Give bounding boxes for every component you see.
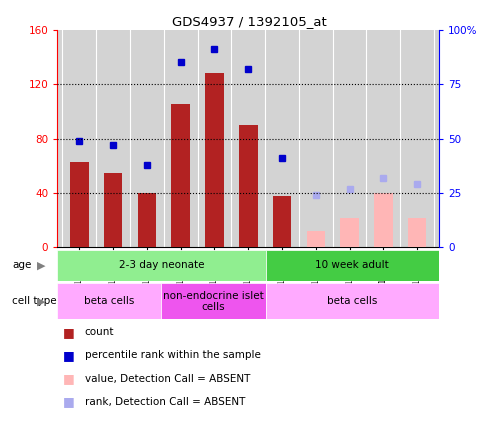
Bar xyxy=(70,162,89,247)
Text: GDS4937 / 1392105_at: GDS4937 / 1392105_at xyxy=(172,15,327,28)
Bar xyxy=(104,173,122,247)
Bar xyxy=(306,231,325,247)
Text: beta cells: beta cells xyxy=(84,297,135,306)
Bar xyxy=(273,196,291,247)
Bar xyxy=(57,283,162,319)
Bar xyxy=(205,73,224,247)
Bar xyxy=(265,250,439,281)
Bar xyxy=(374,193,393,247)
Text: ▶: ▶ xyxy=(37,261,46,270)
Bar xyxy=(408,217,427,247)
Bar xyxy=(265,283,439,319)
Text: 10 week adult: 10 week adult xyxy=(315,261,389,270)
Bar xyxy=(239,125,257,247)
Text: ■: ■ xyxy=(62,396,74,408)
Text: cell type: cell type xyxy=(12,297,57,306)
Bar xyxy=(138,193,156,247)
Text: count: count xyxy=(85,327,114,337)
Text: beta cells: beta cells xyxy=(327,297,378,306)
Text: ■: ■ xyxy=(62,326,74,338)
Text: age: age xyxy=(12,261,32,270)
Text: ■: ■ xyxy=(62,349,74,362)
Text: rank, Detection Call = ABSENT: rank, Detection Call = ABSENT xyxy=(85,397,245,407)
Text: value, Detection Call = ABSENT: value, Detection Call = ABSENT xyxy=(85,374,250,384)
Text: 2-3 day neonate: 2-3 day neonate xyxy=(119,261,204,270)
Text: percentile rank within the sample: percentile rank within the sample xyxy=(85,350,260,360)
Text: ▶: ▶ xyxy=(37,297,46,306)
Text: ■: ■ xyxy=(62,372,74,385)
Bar xyxy=(57,250,265,281)
Bar xyxy=(340,217,359,247)
Bar xyxy=(162,283,265,319)
Text: non-endocrine islet
cells: non-endocrine islet cells xyxy=(163,291,264,312)
Bar xyxy=(171,104,190,247)
